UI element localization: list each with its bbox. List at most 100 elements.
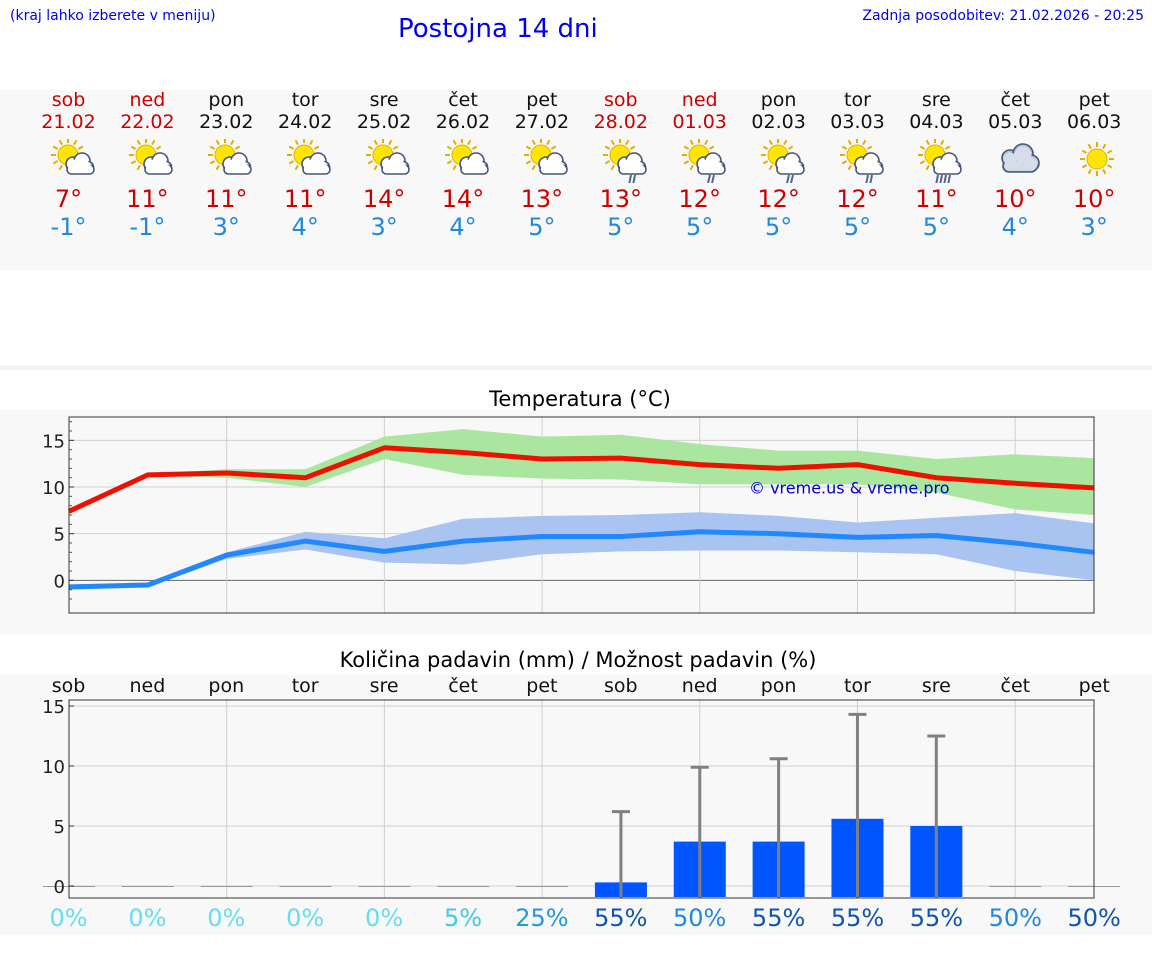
precipitation-probability: 55% xyxy=(830,904,885,932)
precipitation-bar xyxy=(200,886,253,887)
min-temperature: -1° xyxy=(50,213,87,241)
max-temperature: 11° xyxy=(283,185,327,213)
precipitation-probability: 55% xyxy=(909,904,964,932)
precipitation-chart: 0 5 10 15 xyxy=(42,697,1120,899)
precipitation-ytick-label: 10 xyxy=(42,757,65,778)
day-name: pet xyxy=(1078,89,1110,111)
day-column: ned 01.03 12° 5° xyxy=(660,89,740,241)
temperature-ytick-label: 5 xyxy=(54,525,65,546)
sun-cloud-icon xyxy=(362,138,412,183)
temperature-max-band xyxy=(69,429,1094,515)
day-name: pet xyxy=(526,89,558,111)
max-temperature: 11° xyxy=(126,185,169,213)
day-column: pon 23.02 11° 3° xyxy=(186,89,266,241)
precipitation-probability: 50% xyxy=(1067,904,1121,932)
day-date: 06.03 xyxy=(1066,111,1122,133)
precipitation-plot-frame xyxy=(68,699,1095,899)
precipitation-probability: 55% xyxy=(594,904,648,932)
sun-cloud-icon xyxy=(283,138,333,183)
day-name: čet xyxy=(1000,89,1031,111)
precipitation-probability: 50% xyxy=(988,904,1042,932)
day-column: sob 28.02 13° 5° xyxy=(581,89,661,241)
last-updated: Zadnja posodobitev: 21.02.2026 - 20:25 xyxy=(862,8,1144,24)
min-temperature: 5° xyxy=(686,213,714,241)
max-temperature: 12° xyxy=(836,185,879,213)
sun-icon xyxy=(1072,139,1122,183)
max-temperature: 13° xyxy=(599,185,643,213)
precipitation-probability: 0% xyxy=(128,904,167,932)
day-date: 21.02 xyxy=(41,111,96,133)
max-temperature: 10° xyxy=(994,185,1037,213)
precipitation-bar xyxy=(358,886,411,887)
precipitation-bar xyxy=(279,886,332,887)
sun-cloud-rain-icon xyxy=(836,138,886,186)
day-name: pon xyxy=(760,89,797,111)
day-column: pon 02.03 12° 5° xyxy=(739,89,819,241)
day-column: pet 27.02 13° 5° xyxy=(502,89,582,241)
day-date: 05.03 xyxy=(988,111,1043,133)
day-column: sre 04.03 11° 5° xyxy=(896,89,976,241)
day-column: sre 25.02 14° 3° xyxy=(344,89,424,241)
min-temperature: 3° xyxy=(370,213,398,241)
day-name: čet xyxy=(448,89,478,111)
day-column: čet 26.02 14° 4° xyxy=(423,89,503,241)
day-column: čet 05.03 10° 4° xyxy=(975,89,1055,241)
location-hint[interactable]: (kraj lahko izberete v meniju) xyxy=(10,8,216,24)
precipitation-ytick-label: 5 xyxy=(54,817,65,838)
min-temperature: 4° xyxy=(291,213,319,241)
precipitation-bar xyxy=(516,886,569,887)
precipitation-probability: 0% xyxy=(365,904,404,932)
precipitation-probability: 25% xyxy=(515,904,569,932)
precipitation-day-label: sre xyxy=(921,675,951,697)
day-date: 25.02 xyxy=(356,111,412,133)
precipitation-day-label: sob xyxy=(604,675,638,697)
sun-cloud-light-rain-icon xyxy=(757,138,807,184)
day-date: 04.03 xyxy=(909,111,964,133)
precipitation-day-label: pon xyxy=(760,675,797,697)
day-date: 03.03 xyxy=(830,111,885,133)
temperature-chart-title: Temperatura (°C) xyxy=(489,387,671,411)
precipitation-day-label: ned xyxy=(129,675,166,697)
min-temperature: 3° xyxy=(212,213,240,241)
cloud-icon xyxy=(993,139,1043,183)
day-name: tor xyxy=(291,89,319,111)
divider xyxy=(0,365,1152,370)
max-temperature: 11° xyxy=(205,185,248,213)
day-name: tor xyxy=(844,89,871,111)
precipitation-day-label: pet xyxy=(1078,675,1110,697)
min-temperature: 4° xyxy=(1001,213,1029,241)
precipitation-probability: 50% xyxy=(673,904,727,932)
min-temperature: 5° xyxy=(922,213,951,241)
precipitation-day-label: ned xyxy=(681,675,718,697)
day-column: tor 03.03 12° 5° xyxy=(818,89,898,241)
sun-cloud-light-rain-icon xyxy=(678,138,728,184)
sun-cloud-icon xyxy=(47,138,97,183)
sun-cloud-heavy-rain-icon xyxy=(914,138,964,186)
precipitation-bar xyxy=(989,886,1042,887)
day-date: 28.02 xyxy=(593,111,648,133)
day-date: 24.02 xyxy=(277,111,333,133)
day-column: pet 06.03 10° 3° xyxy=(1054,89,1134,241)
forecast-strip xyxy=(0,90,1152,270)
max-temperature: 12° xyxy=(757,185,800,213)
day-column: sob 21.02 7° -1° xyxy=(29,89,109,241)
min-temperature: 4° xyxy=(449,213,477,241)
day-date: 27.02 xyxy=(514,111,570,133)
precipitation-day-label: pon xyxy=(208,675,245,697)
precipitation-chart-title: Količina padavin (mm) / Možnost padavin … xyxy=(339,648,817,672)
day-name: pon xyxy=(208,89,245,111)
page-title: Postojna 14 dni xyxy=(398,14,598,44)
day-date: 02.03 xyxy=(751,111,806,133)
precipitation-probability: 0% xyxy=(207,904,246,932)
precipitation-probability: 0% xyxy=(49,904,88,932)
sun-cloud-rain-icon xyxy=(599,138,649,186)
day-name: sob xyxy=(51,89,86,111)
temperature-min-band xyxy=(69,512,1094,590)
max-temperature: 7° xyxy=(54,185,83,213)
watermark: © vreme.us & vreme.pro xyxy=(749,479,950,498)
day-date: 01.03 xyxy=(672,111,727,133)
sun-cloud-icon xyxy=(204,138,254,183)
precipitation-probability: 0% xyxy=(286,904,325,932)
min-temperature: 5° xyxy=(607,213,635,241)
min-temperature: 5° xyxy=(843,213,872,241)
